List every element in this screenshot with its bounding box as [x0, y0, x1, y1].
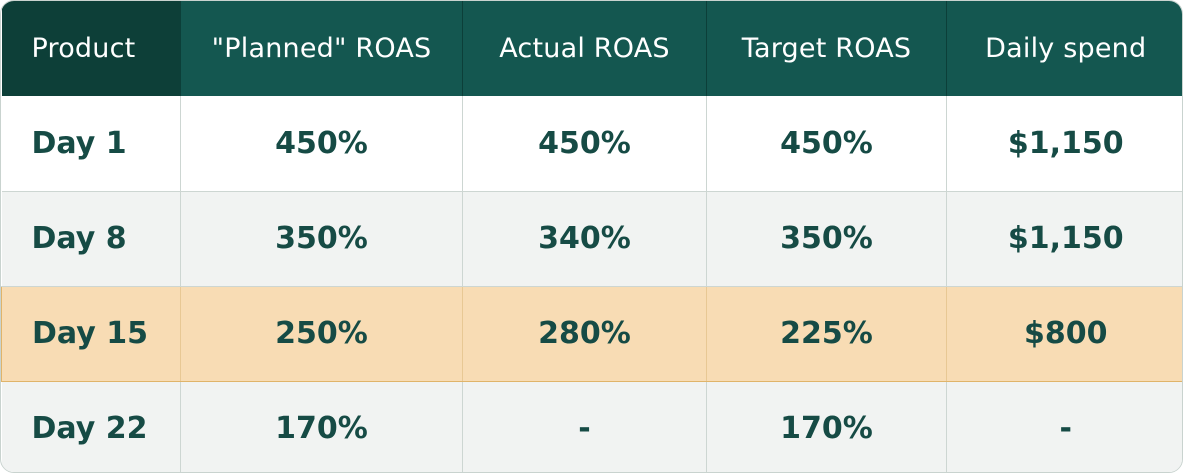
table-header-row: Product "Planned" ROAS Actual ROAS Targe…	[1, 1, 1182, 96]
cell-daily-spend: $1,150	[946, 96, 1182, 192]
table-row: Day 22 170% - 170% -	[1, 381, 1182, 472]
cell-planned-roas: 250%	[180, 285, 463, 382]
cell-actual-roas: 450%	[462, 96, 707, 192]
table-row-highlighted: Day 15 250% 280% 225% $800	[1, 285, 1182, 382]
cell-daily-spend: $800	[946, 285, 1182, 382]
cell-planned-roas: 350%	[180, 191, 463, 287]
cell-product: Day 15	[1, 285, 181, 382]
table-row: Day 8 350% 340% 350% $1,150	[1, 191, 1182, 287]
cell-product: Day 8	[1, 191, 181, 287]
cell-daily-spend: $1,150	[946, 191, 1182, 287]
header-daily-spend: Daily spend	[946, 1, 1182, 96]
table-row: Day 1 450% 450% 450% $1,150	[1, 96, 1182, 192]
cell-target-roas: 350%	[706, 191, 947, 287]
cell-actual-roas: 340%	[462, 191, 707, 287]
header-planned-roas: "Planned" ROAS	[180, 1, 463, 96]
cell-planned-roas: 170%	[180, 381, 463, 472]
cell-actual-roas: -	[462, 381, 707, 472]
cell-target-roas: 170%	[706, 381, 947, 472]
cell-daily-spend: -	[946, 381, 1182, 472]
cell-planned-roas: 450%	[180, 96, 463, 192]
header-actual-roas: Actual ROAS	[462, 1, 707, 96]
cell-product: Day 22	[1, 381, 181, 472]
cell-target-roas: 225%	[706, 285, 947, 382]
cell-product: Day 1	[1, 96, 181, 192]
cell-actual-roas: 280%	[462, 285, 707, 382]
cell-target-roas: 450%	[706, 96, 947, 192]
header-product: Product	[1, 1, 181, 96]
header-target-roas: Target ROAS	[706, 1, 947, 96]
